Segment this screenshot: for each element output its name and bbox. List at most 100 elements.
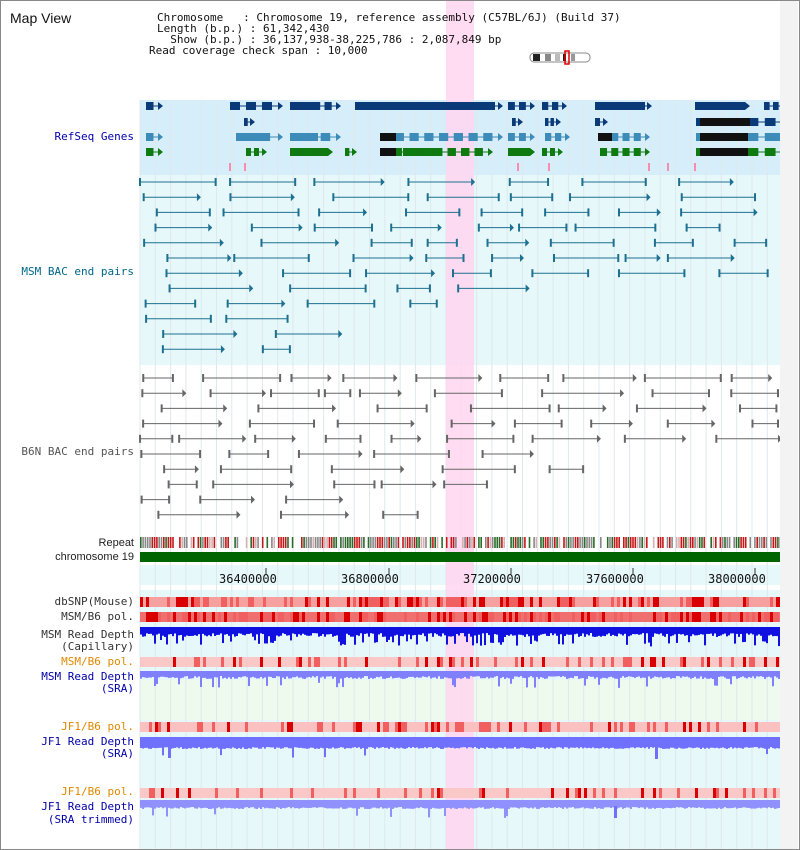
gene-exon <box>230 102 240 110</box>
depth-bar <box>230 737 232 749</box>
depth-bar <box>362 800 364 808</box>
gene-marker <box>648 163 650 171</box>
heatmap-cell <box>482 612 485 622</box>
heatmap-tracks[interactable] <box>140 597 782 798</box>
track-label-repeat[interactable]: Repeat <box>99 537 134 549</box>
depth-bar <box>660 671 662 677</box>
depth-bar <box>326 671 328 677</box>
bac-end <box>229 178 232 186</box>
bac-end-arrow <box>656 254 661 262</box>
heatmap-cell <box>629 657 632 667</box>
track-label-refseq[interactable]: RefSeq Genes <box>55 130 134 143</box>
gene-exon <box>246 148 251 156</box>
depth-bar <box>304 627 306 635</box>
heatmap-cell <box>182 597 185 607</box>
bac-end <box>441 465 444 474</box>
depth-bar <box>520 627 522 635</box>
track-label-jf1-pol-2[interactable]: JF1/B6 pol. <box>61 785 134 798</box>
depth-bar <box>518 671 520 678</box>
track-label-msm-depth-cap[interactable]: MSM Read Depth <box>41 628 134 641</box>
heatmap-cell <box>719 612 722 622</box>
depth-bar <box>484 800 486 809</box>
track-label-b6n-bac[interactable]: B6N BAC end pairs <box>21 445 134 458</box>
chromosome-band[interactable] <box>140 552 780 562</box>
heatmap-cell <box>506 612 509 622</box>
depth-bar <box>720 627 722 636</box>
depth-bar <box>760 671 762 677</box>
heatmap-cell <box>509 612 512 622</box>
heatmap-cell <box>386 722 389 732</box>
bac-end <box>167 480 170 489</box>
track-label-msm-depth-sra[interactable]: MSM Read Depth <box>41 670 134 683</box>
bac-end-arrow <box>220 345 225 354</box>
depth-bar <box>450 800 452 809</box>
heatmap-cell <box>530 657 533 667</box>
b6n-bac-track[interactable] <box>139 374 782 519</box>
depth-bar <box>186 627 188 636</box>
track-label-msm-pol-2[interactable]: MSM/B6 pol. <box>61 655 134 668</box>
depth-bar <box>560 800 562 808</box>
depth-bar <box>690 627 692 637</box>
depth-bar <box>194 800 196 809</box>
depth-bar <box>754 671 756 679</box>
track-label-jf1-depth-trim[interactable]: JF1 Read Depth <box>41 800 134 813</box>
heatmap-cell <box>404 612 407 622</box>
depth-bar <box>278 671 280 677</box>
depth-bar <box>530 737 532 749</box>
gene-exon <box>519 133 526 141</box>
track-label-dbsnp[interactable]: dbSNP(Mouse) <box>55 595 134 608</box>
bac-end <box>194 299 197 308</box>
bac-end <box>140 450 143 458</box>
depth-bar <box>320 627 322 636</box>
depth-bar <box>442 627 444 634</box>
depth-bar <box>168 800 170 808</box>
depth-bar <box>686 627 688 636</box>
msm-bac-track[interactable] <box>139 178 769 354</box>
repeat-element <box>324 537 326 548</box>
bac-end <box>141 389 144 398</box>
depth-bar <box>282 737 284 749</box>
bac-end <box>480 208 483 217</box>
repeat-element <box>524 537 526 548</box>
read-depth-tracks[interactable] <box>140 627 780 818</box>
bac-end-arrow <box>380 178 385 186</box>
depth-bar <box>182 800 184 808</box>
depth-bar <box>366 800 368 809</box>
right-scroll-edge[interactable] <box>780 0 798 850</box>
depth-bar <box>768 627 770 636</box>
depth-bar <box>338 627 340 642</box>
track-label-msm-bac[interactable]: MSM BAC end pairs <box>21 265 134 278</box>
depth-bar <box>360 737 362 749</box>
depth-bar <box>638 800 640 809</box>
refseq-genes-track[interactable] <box>146 102 787 171</box>
depth-bar <box>488 800 490 809</box>
track-label-chromosome[interactable]: chromosome 19 <box>55 551 134 563</box>
bac-end-arrow <box>409 254 414 262</box>
depth-bar <box>166 800 168 817</box>
depth-bar <box>616 737 618 749</box>
repeat-element <box>390 537 393 548</box>
depth-bar <box>210 671 212 679</box>
depth-bar <box>306 737 308 749</box>
repeat-element <box>659 537 662 548</box>
track-label-jf1-pol-1[interactable]: JF1/B6 pol. <box>61 720 134 733</box>
repeat-element <box>379 537 381 548</box>
depth-bar <box>628 737 630 749</box>
bac-end <box>486 238 489 247</box>
depth-bar <box>608 671 610 678</box>
bac-end-arrow <box>397 389 402 398</box>
bac-end-arrow <box>431 269 436 278</box>
depth-bar <box>482 627 484 634</box>
chromosome-ideogram[interactable] <box>529 50 591 65</box>
depth-bar <box>642 737 644 748</box>
heatmap-cell <box>764 657 767 667</box>
depth-bar <box>426 800 428 809</box>
track-label-jf1-depth-sra[interactable]: JF1 Read Depth <box>41 735 134 748</box>
heatmap-cell <box>266 612 269 622</box>
track-label-msm-pol-1[interactable]: MSM/B6 pol. <box>61 610 134 623</box>
repeat-track[interactable] <box>140 537 781 548</box>
heatmap-row <box>140 612 780 622</box>
depth-bar <box>512 627 514 636</box>
depth-bar <box>592 627 594 637</box>
gene-exon <box>345 148 350 156</box>
